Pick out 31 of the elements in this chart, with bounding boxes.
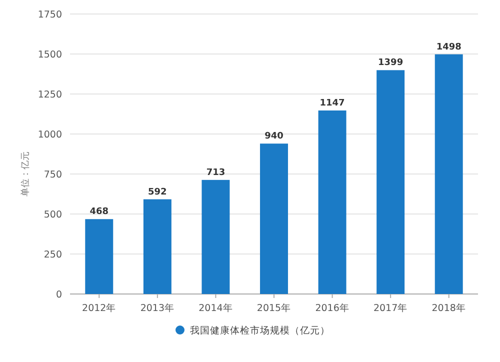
y-tick-label: 1250 xyxy=(38,89,62,100)
y-tick-label: 750 xyxy=(44,169,62,180)
bar xyxy=(376,70,405,294)
bar xyxy=(85,219,114,294)
bar xyxy=(260,144,288,294)
data-label: 940 xyxy=(264,132,284,142)
y-tick-label: 1000 xyxy=(38,129,62,140)
data-label: 1498 xyxy=(436,42,462,52)
bar xyxy=(434,54,463,294)
y-tick-label: 250 xyxy=(44,249,62,260)
bar xyxy=(202,180,230,294)
y-tick-label: 1750 xyxy=(38,9,62,20)
data-label: 1147 xyxy=(320,98,345,108)
y-tick-label: 0 xyxy=(56,289,62,300)
x-tick-label: 2013年 xyxy=(140,302,175,314)
data-label: 468 xyxy=(90,207,109,218)
data-label: 713 xyxy=(206,168,226,178)
bar xyxy=(318,110,346,294)
data-label: 592 xyxy=(148,187,167,198)
y-tick-label: 500 xyxy=(44,209,62,220)
x-tick-label: 2018年 xyxy=(432,302,466,314)
y-axis-title: 单位：亿元 xyxy=(20,152,31,196)
legend-label: 我国健康体检市场规模（亿元） xyxy=(190,324,330,336)
x-tick-label: 2014年 xyxy=(198,302,233,314)
bar xyxy=(143,199,172,294)
x-tick-label: 2017年 xyxy=(373,302,408,314)
y-tick-label: 1500 xyxy=(38,49,62,60)
data-label: 1399 xyxy=(378,58,404,68)
x-tick-label: 2012年 xyxy=(82,302,116,314)
x-tick-label: 2015年 xyxy=(256,302,292,314)
x-tick-label: 2016年 xyxy=(315,302,350,314)
